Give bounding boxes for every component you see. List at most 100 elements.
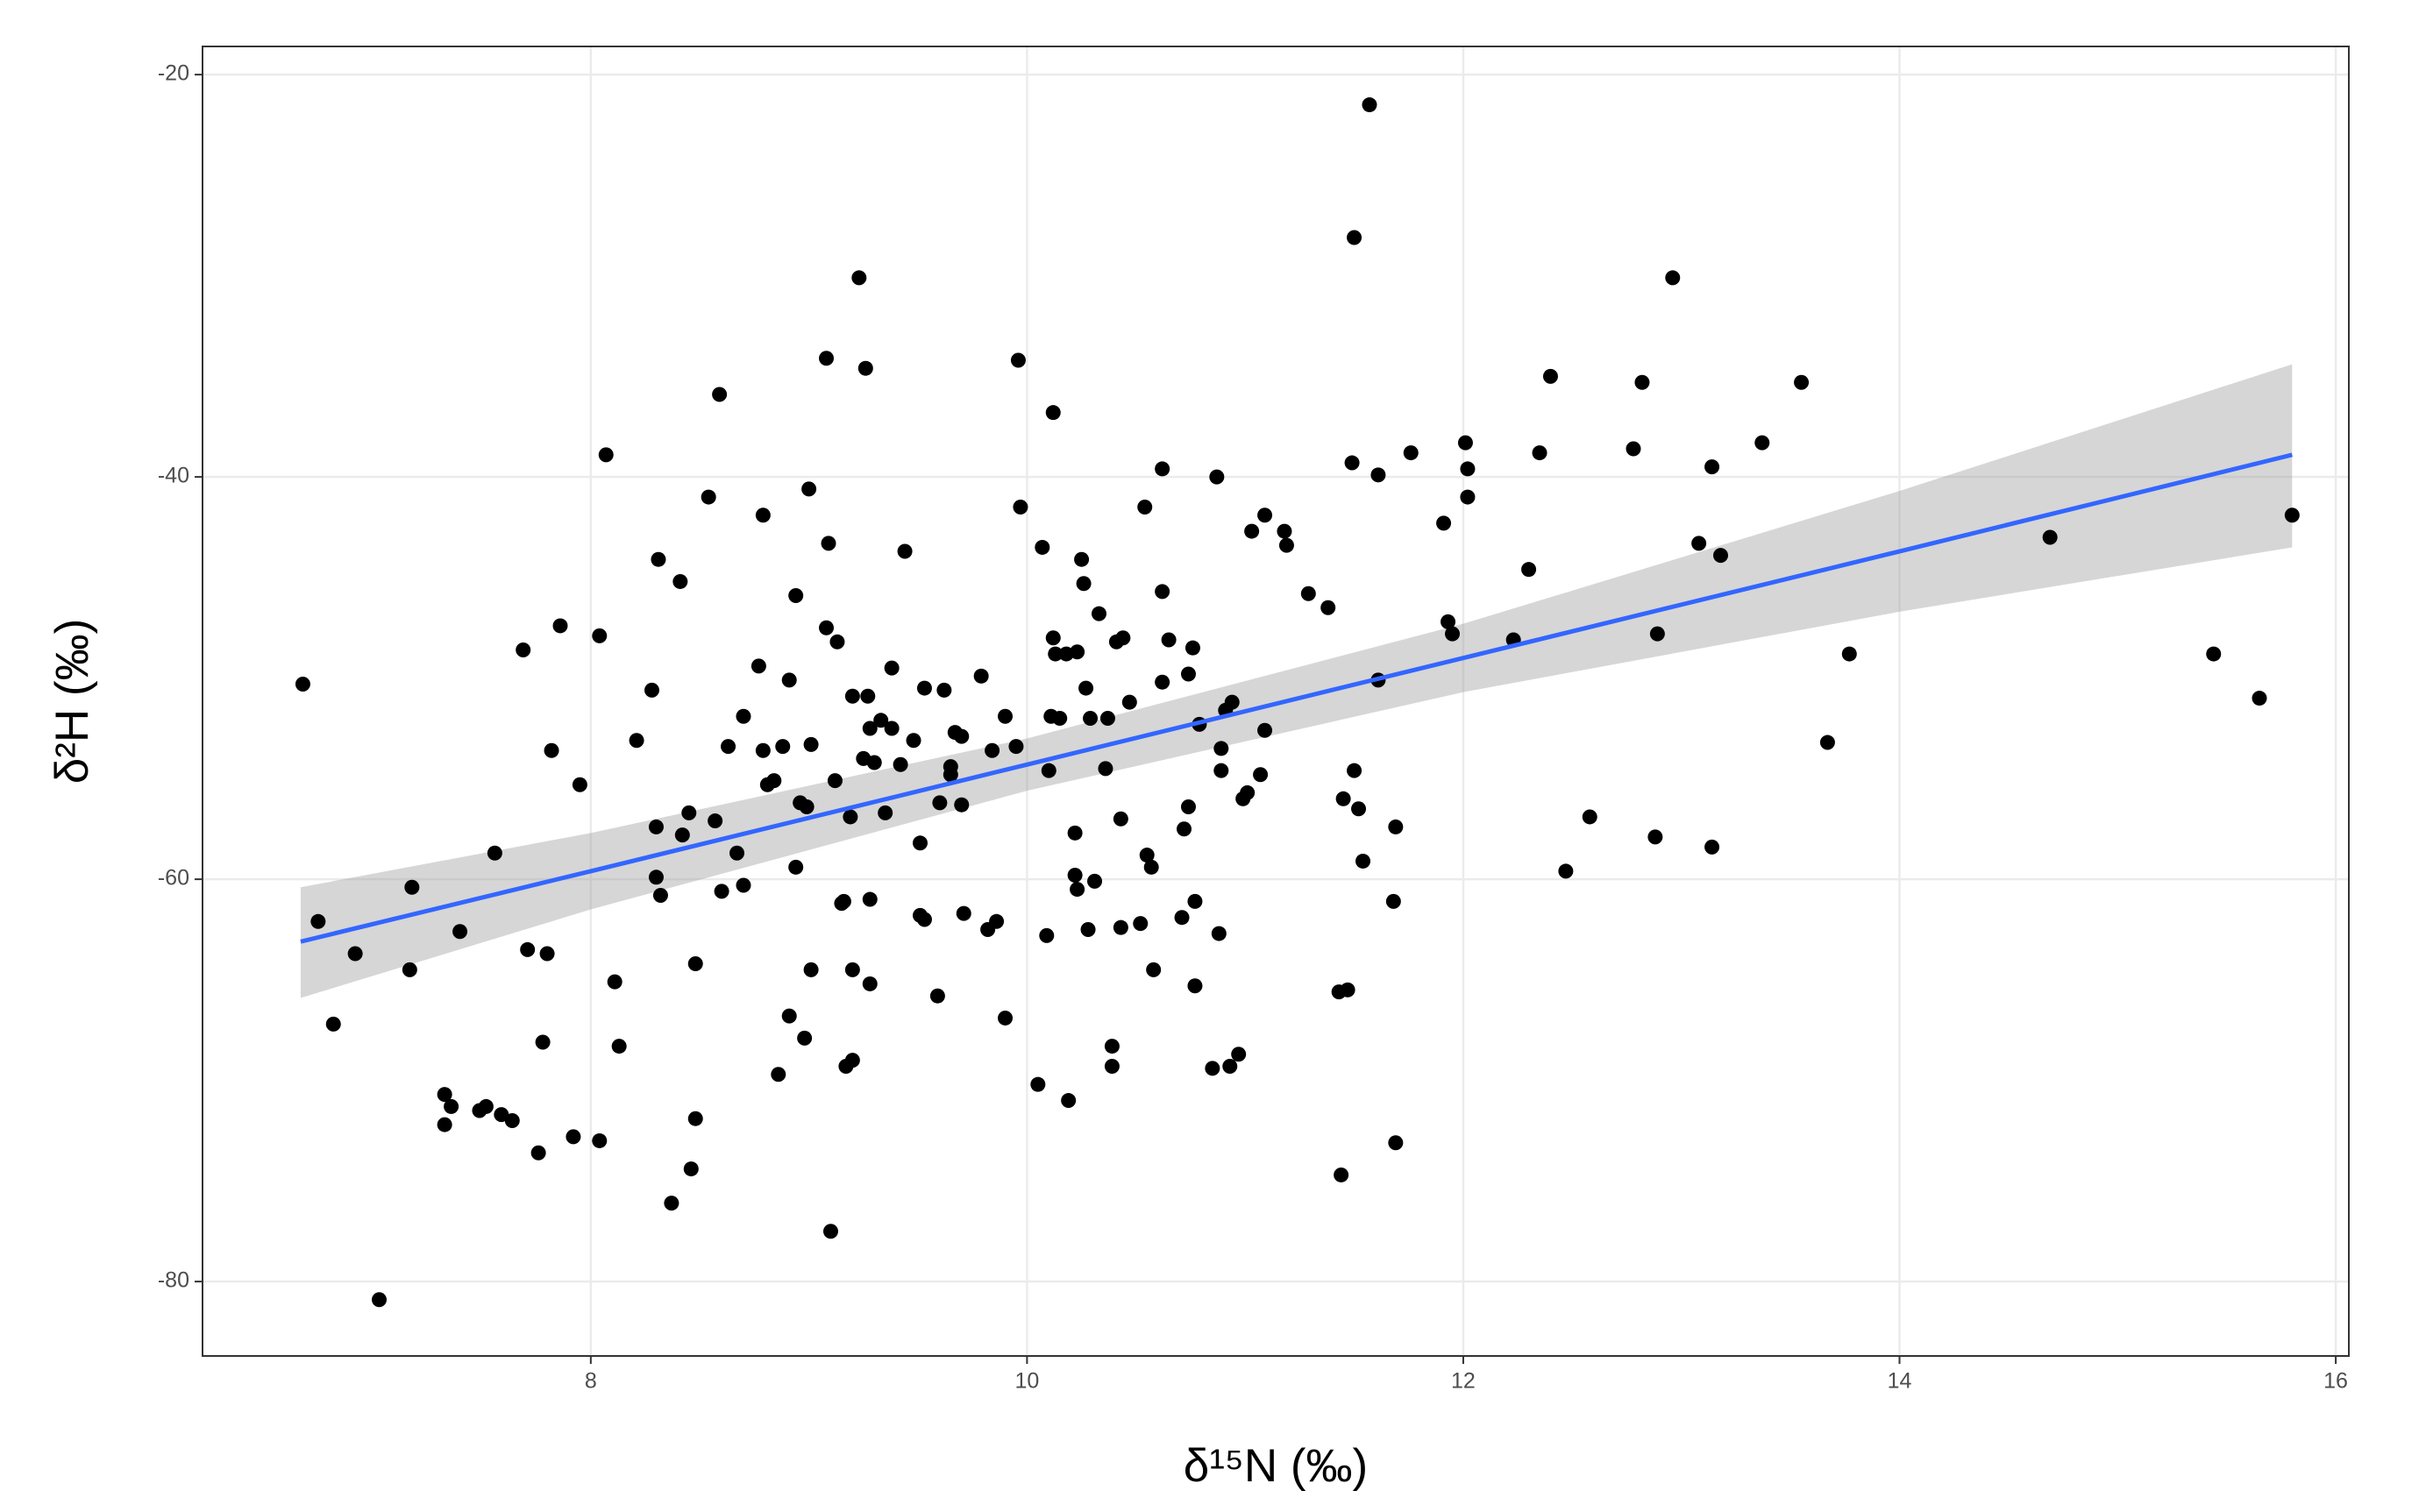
point: [2252, 691, 2267, 706]
point: [755, 508, 771, 523]
point: [954, 797, 970, 813]
point: [478, 1098, 494, 1114]
point: [1041, 763, 1056, 778]
point: [985, 742, 1000, 758]
point: [1113, 811, 1128, 827]
points: [295, 97, 2300, 1308]
point: [998, 708, 1014, 724]
point: [851, 270, 867, 286]
point: [520, 941, 536, 957]
point: [1388, 819, 1404, 834]
point: [1278, 537, 1294, 553]
point: [721, 739, 736, 755]
y-tick-label: -20: [158, 61, 189, 86]
point: [1180, 666, 1196, 682]
point: [674, 827, 690, 843]
point: [347, 946, 363, 962]
point: [862, 976, 878, 991]
band-layer: [300, 364, 2293, 998]
x-axis-title: δ¹⁵N (‰): [1184, 1440, 1368, 1492]
point: [943, 767, 958, 783]
point: [862, 891, 878, 907]
point: [687, 1111, 703, 1126]
point: [1436, 515, 1452, 531]
point: [803, 962, 819, 977]
point: [2284, 508, 2300, 523]
point: [1841, 646, 1857, 662]
point: [1224, 694, 1240, 710]
point: [799, 799, 815, 814]
point: [572, 777, 587, 792]
point: [1209, 469, 1225, 485]
point: [878, 805, 893, 820]
point: [1355, 853, 1371, 869]
point: [295, 676, 310, 692]
point: [836, 893, 851, 909]
point: [325, 1016, 341, 1032]
point: [1300, 586, 1316, 601]
point: [1532, 445, 1547, 461]
point: [1045, 630, 1061, 646]
point: [1115, 630, 1131, 646]
point: [1222, 1059, 1238, 1075]
point: [1231, 1047, 1247, 1062]
y-tick-label: -60: [158, 866, 189, 891]
point: [1542, 368, 1558, 384]
x-tick-label: 16: [2323, 1369, 2348, 1394]
point: [1113, 919, 1128, 935]
point: [1104, 1039, 1120, 1054]
point: [1076, 576, 1092, 592]
point: [2042, 529, 2058, 545]
point: [932, 795, 948, 811]
point: [797, 1030, 813, 1046]
point: [755, 742, 771, 758]
point: [1334, 1167, 1349, 1182]
point: [530, 1145, 546, 1161]
point: [1099, 711, 1115, 727]
point: [310, 913, 326, 929]
point: [1155, 584, 1170, 600]
point: [437, 1087, 452, 1103]
point: [1634, 374, 1650, 390]
point: [1155, 461, 1170, 477]
point: [751, 658, 766, 674]
point: [829, 634, 845, 650]
point: [819, 351, 835, 366]
point: [1180, 799, 1196, 814]
point: [611, 1039, 627, 1054]
point: [1187, 893, 1203, 909]
point: [1080, 921, 1096, 937]
point: [1177, 821, 1192, 837]
point: [1067, 868, 1083, 884]
point: [1385, 893, 1401, 909]
point: [884, 660, 900, 676]
point: [1347, 230, 1362, 245]
point: [1013, 500, 1028, 515]
point: [592, 628, 608, 643]
point: [1362, 97, 1377, 113]
point: [1335, 791, 1351, 806]
point: [1008, 739, 1024, 755]
point: [437, 1117, 452, 1132]
point: [1704, 839, 1720, 855]
point: [775, 739, 791, 755]
point: [736, 708, 751, 724]
point: [912, 835, 928, 851]
point: [1213, 741, 1229, 756]
point: [607, 974, 623, 990]
point: [1253, 767, 1269, 783]
point: [1704, 459, 1720, 475]
point: [936, 682, 952, 698]
point: [1155, 674, 1170, 690]
point: [1146, 962, 1162, 977]
point: [539, 946, 555, 962]
point: [566, 1129, 581, 1145]
point: [683, 1161, 699, 1177]
point: [989, 913, 1005, 929]
point: [1320, 600, 1336, 615]
point: [1257, 508, 1273, 523]
point: [1067, 825, 1083, 841]
point: [788, 588, 804, 604]
point: [860, 688, 876, 704]
